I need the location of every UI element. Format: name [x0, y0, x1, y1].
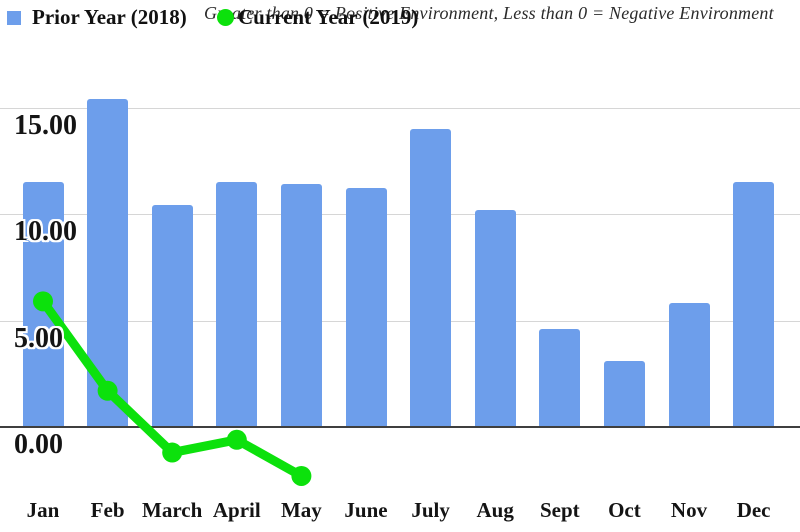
- y-tick-label: 5.00: [14, 322, 63, 354]
- bar-nov: [668, 303, 710, 427]
- bar-june: [345, 188, 387, 427]
- x-tick-label-may: May: [280, 498, 322, 522]
- legend-label-prior-year: Prior Year (2018): [32, 5, 187, 29]
- legend-label-current-year: Current Year (2019): [238, 5, 419, 29]
- y-tick-label: 15.00: [14, 109, 77, 141]
- current-year-point-marker: [226, 429, 247, 450]
- current-year-point-marker: [162, 442, 183, 463]
- current-year-point-marker: [97, 380, 118, 401]
- chart-title: Greater than 0 = Positive Environment, L…: [204, 3, 774, 23]
- x-tick-label-june: June: [344, 498, 388, 522]
- bar-may: [280, 184, 322, 427]
- x-axis-zero-line: [0, 426, 800, 428]
- bar-april: [216, 182, 258, 427]
- y-tick-label: 10.00: [14, 216, 77, 247]
- x-tick-label-sept: Sept: [539, 498, 580, 522]
- bar-aug: [474, 209, 516, 427]
- legend-item-prior-year: Prior Year (2018): [7, 5, 187, 29]
- x-tick-label-july: July: [411, 498, 450, 522]
- x-tick-label-march: March: [142, 498, 203, 522]
- bar-sept: [539, 329, 581, 427]
- current-year-swatch-icon: [217, 9, 234, 26]
- x-tick-label-jan: Jan: [26, 498, 60, 522]
- gridline: [0, 320, 800, 322]
- bar-oct: [603, 360, 645, 427]
- gridline: [0, 107, 800, 109]
- current-year-point-marker: [33, 291, 53, 312]
- bar-dec: [733, 182, 775, 427]
- x-tick-label-april: April: [212, 498, 261, 522]
- prior-year-swatch-icon: [7, 11, 21, 25]
- x-tick-label-dec: Dec: [736, 498, 771, 522]
- bar-july: [410, 128, 452, 427]
- x-tick-label-aug: Aug: [476, 498, 514, 522]
- y-tick-label: 0.00: [14, 429, 63, 460]
- gridline: [0, 214, 800, 215]
- current-year-point-marker: [291, 465, 312, 486]
- legend-item-current-year: Current Year (2019): [217, 5, 419, 29]
- bar-march: [151, 205, 193, 427]
- x-tick-label-nov: Nov: [670, 498, 708, 522]
- x-tick-label-feb: Feb: [90, 498, 125, 522]
- x-tick-label-oct: Oct: [608, 498, 641, 522]
